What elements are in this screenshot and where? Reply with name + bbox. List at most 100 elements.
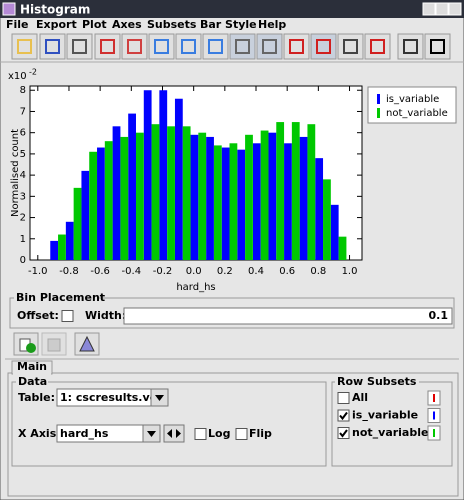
histogram-bar bbox=[315, 158, 324, 260]
toolbar-button[interactable] bbox=[310, 33, 337, 60]
x-tick-label: 0.8 bbox=[310, 266, 326, 277]
toolbar-button[interactable] bbox=[202, 33, 229, 60]
toolbar-icon bbox=[289, 39, 304, 54]
width-value: 0.1 bbox=[429, 309, 449, 322]
tab-join bbox=[13, 372, 51, 375]
toolbar-icon bbox=[430, 39, 445, 54]
border-label-bg bbox=[16, 376, 48, 388]
border-label-bg bbox=[14, 292, 98, 304]
toolbar-button[interactable] bbox=[94, 33, 121, 60]
toolbar-icon bbox=[262, 39, 277, 54]
subset-checkbox[interactable] bbox=[337, 392, 350, 404]
histogram-bar bbox=[50, 240, 59, 260]
histogram-bar bbox=[58, 234, 66, 260]
y-multiplier: x10 bbox=[8, 71, 27, 82]
toolbar-button[interactable] bbox=[256, 33, 283, 60]
main-tab-label: Main bbox=[17, 360, 47, 373]
data-group-border bbox=[11, 381, 327, 467]
style-icon bbox=[79, 335, 95, 352]
toolbar-button[interactable] bbox=[283, 33, 310, 60]
histogram-bar bbox=[120, 136, 129, 260]
close-window-button[interactable] bbox=[448, 2, 462, 16]
toolbar-icon bbox=[72, 39, 87, 54]
histogram-bar bbox=[135, 132, 144, 260]
x-tick-label: 0.4 bbox=[248, 266, 264, 277]
x-tick-label: 0.0 bbox=[186, 266, 202, 277]
subset-name: not_variable bbox=[352, 426, 428, 439]
toolbar-button[interactable] bbox=[148, 33, 175, 60]
flip-label: Flip bbox=[249, 427, 272, 440]
offset-label: Offset: bbox=[17, 309, 59, 322]
x-tick-label: -0.6 bbox=[90, 266, 110, 277]
maximize-button[interactable] bbox=[435, 2, 449, 16]
menu-item[interactable]: File bbox=[6, 18, 29, 31]
y-tick-label: 0 bbox=[20, 255, 26, 266]
menu-item[interactable]: Export bbox=[36, 18, 77, 31]
window-title: Histogram bbox=[20, 3, 90, 17]
histogram-bar bbox=[97, 147, 105, 260]
width-field[interactable] bbox=[123, 307, 453, 325]
log-checkbox[interactable] bbox=[194, 428, 207, 440]
flip-checkbox[interactable] bbox=[235, 428, 248, 440]
bin-placement-title: Bin Placement bbox=[16, 291, 105, 304]
toolbar-icon bbox=[127, 39, 142, 54]
log-label: Log bbox=[208, 427, 230, 440]
histogram-bar bbox=[65, 221, 74, 260]
border-label-bg bbox=[335, 376, 419, 388]
histogram-bar bbox=[81, 170, 90, 260]
y-tick-label: 2 bbox=[20, 213, 26, 224]
arrow-icon bbox=[155, 395, 164, 401]
step-icons bbox=[167, 429, 181, 438]
toolbar-button[interactable] bbox=[397, 33, 424, 60]
legend-box bbox=[367, 86, 457, 124]
histogram-bar bbox=[167, 126, 175, 260]
offset-checkbox[interactable] bbox=[61, 310, 74, 322]
histogram-bar bbox=[112, 126, 121, 260]
histogram-bar bbox=[190, 134, 199, 260]
toolbar-button[interactable] bbox=[337, 33, 364, 60]
histogram-bar bbox=[323, 179, 331, 260]
toolbar-button[interactable] bbox=[364, 33, 391, 60]
menu-item[interactable]: Help bbox=[258, 18, 286, 31]
y-tick-label: 3 bbox=[20, 191, 26, 202]
y-tick-label: 5 bbox=[20, 149, 26, 160]
histogram-bar bbox=[330, 204, 339, 260]
toolbar-button[interactable] bbox=[229, 33, 256, 60]
add-layer-plus bbox=[26, 343, 36, 353]
column-step-buttons[interactable] bbox=[163, 424, 185, 443]
minimize-button[interactable] bbox=[422, 2, 436, 16]
y-tick-label: 1 bbox=[20, 234, 26, 245]
histogram-bar bbox=[128, 113, 136, 261]
histogram-bar bbox=[260, 130, 269, 260]
y-tick-label: 7 bbox=[20, 106, 26, 117]
x-tick-label: -0.4 bbox=[122, 266, 142, 277]
toolbar-icon bbox=[403, 39, 418, 54]
toolbar-button[interactable] bbox=[11, 33, 38, 60]
toolbar-button[interactable] bbox=[175, 33, 202, 60]
menu-item[interactable]: Axes bbox=[112, 18, 142, 31]
y-tick-label: 4 bbox=[20, 170, 26, 181]
toolbar-icon bbox=[45, 39, 60, 54]
y-tick-label: 8 bbox=[20, 85, 26, 96]
subset-checkbox[interactable] bbox=[337, 409, 350, 422]
toolbar-button[interactable] bbox=[39, 33, 66, 60]
histogram-bar bbox=[198, 132, 207, 260]
subset-checkbox[interactable] bbox=[337, 427, 350, 439]
toolbar-icon bbox=[343, 39, 358, 54]
histogram-bar bbox=[338, 236, 347, 260]
toolbar-button[interactable] bbox=[424, 33, 451, 60]
x-tick-label: 1.0 bbox=[342, 266, 358, 277]
menu-item[interactable]: Bar Style bbox=[200, 18, 257, 31]
toolbar-button[interactable] bbox=[66, 33, 93, 60]
data-group-title: Data bbox=[18, 375, 47, 388]
subset-name: All bbox=[352, 391, 368, 404]
toolbar-button[interactable] bbox=[121, 33, 148, 60]
subset-name: is_variable bbox=[352, 409, 418, 422]
x-axis-field-label: X Axis: bbox=[18, 427, 61, 440]
table-label: Table: bbox=[18, 391, 55, 404]
menu-item[interactable]: Plot bbox=[82, 18, 107, 31]
legend-label: is_variable bbox=[386, 94, 439, 105]
menu-item[interactable]: Subsets bbox=[147, 18, 197, 31]
histogram-bar bbox=[206, 136, 214, 260]
